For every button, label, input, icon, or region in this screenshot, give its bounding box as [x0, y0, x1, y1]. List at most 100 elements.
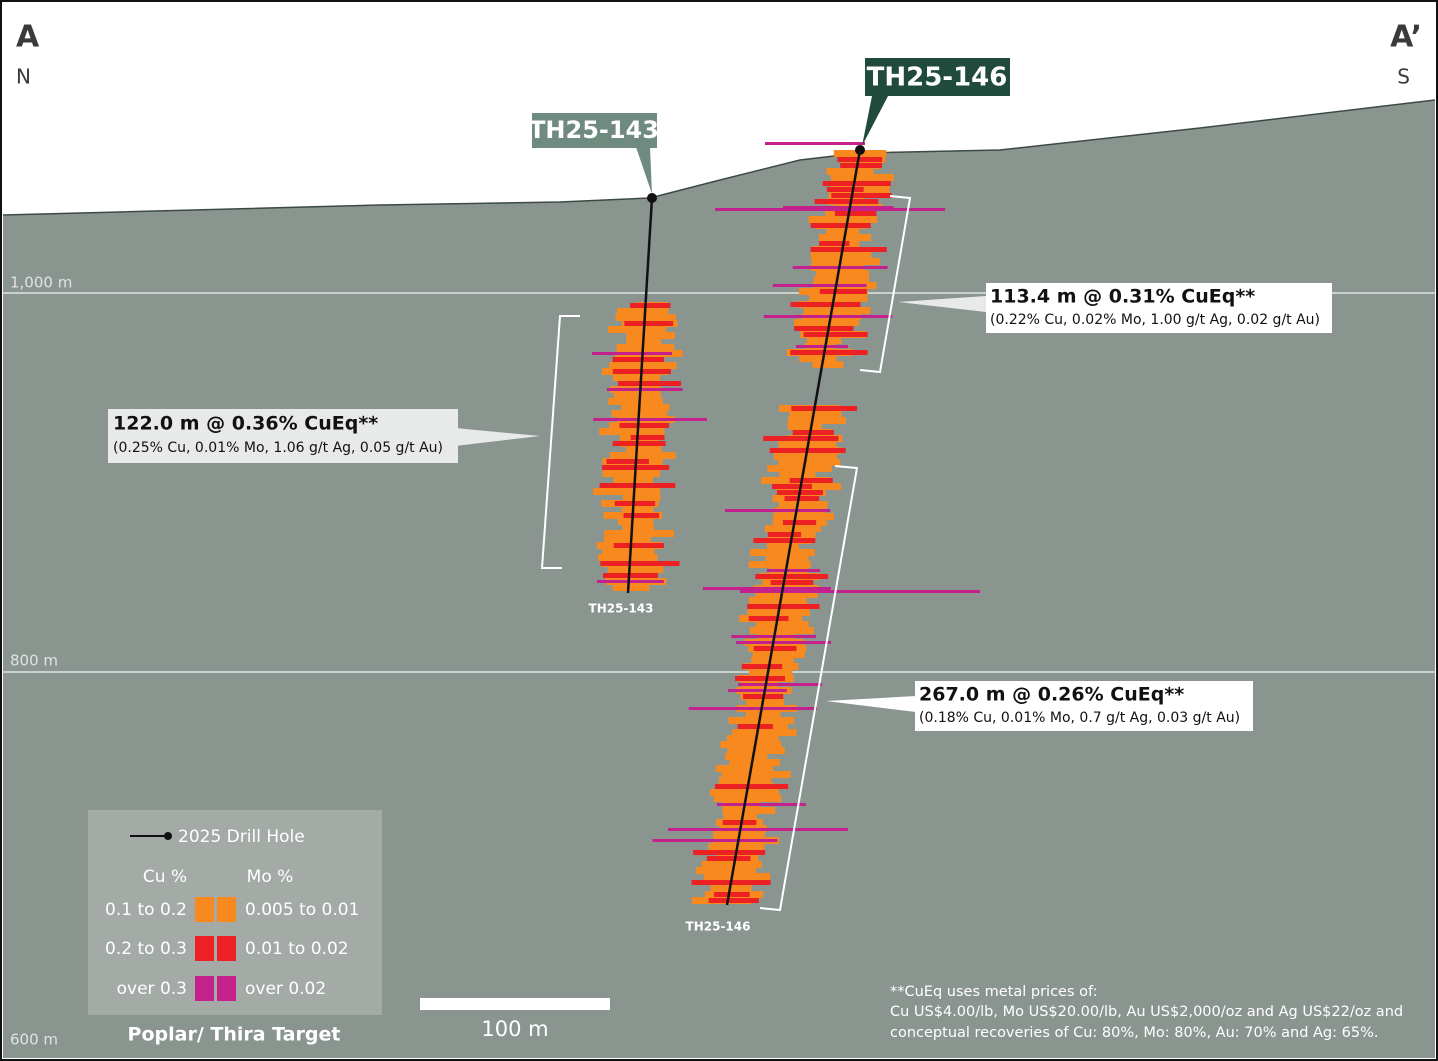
- assay-bar: [600, 561, 680, 566]
- assay-bar: [834, 211, 877, 216]
- legend-label: 0.01 to 0.02: [245, 939, 349, 959]
- assay-bar: [787, 423, 822, 430]
- assay-bar: [732, 729, 797, 736]
- assay-bar: [749, 669, 793, 676]
- assay-bar: [738, 683, 823, 686]
- assay-bar: [809, 295, 868, 302]
- assay-bar: [746, 699, 785, 706]
- assay-bar: [763, 315, 893, 318]
- assay-bar: [787, 417, 846, 424]
- legend-label: 0.2 to 0.3: [105, 939, 187, 959]
- section-start-direction: N: [16, 65, 31, 89]
- assay-bar: [591, 352, 673, 355]
- assay-bar: [716, 803, 806, 806]
- assay-bar: [813, 276, 870, 283]
- assay-bar: [702, 587, 832, 590]
- swatch: [195, 936, 214, 961]
- assay-bar: [735, 676, 785, 681]
- assay-bar: [715, 765, 774, 772]
- assay-bar: [604, 536, 651, 543]
- assay-bar: [604, 530, 674, 537]
- assay-bar: [612, 357, 665, 362]
- hole-label: TH25-146: [867, 63, 1008, 93]
- assay-bar: [766, 543, 799, 550]
- assay-bar: [736, 641, 832, 644]
- assay-bar: [765, 142, 865, 145]
- assay-bar: [623, 513, 660, 518]
- hole-label-box: [865, 58, 1010, 96]
- assay-bar: [803, 332, 868, 337]
- assay-bar: [622, 494, 661, 501]
- topography: [2, 99, 1436, 216]
- assay-bar: [770, 580, 814, 585]
- legend-label: over 0.3: [117, 979, 187, 999]
- legend-label: over 0.02: [245, 979, 326, 999]
- assay-bar: [806, 337, 842, 344]
- assay-bar: [714, 784, 789, 789]
- assay-bar: [722, 820, 757, 825]
- assay-bar: [753, 646, 797, 651]
- assay-bar: [614, 392, 662, 399]
- assay-bar: [784, 496, 820, 501]
- assay-bar: [713, 892, 750, 897]
- assay-bar: [810, 223, 871, 228]
- assay-bar: [622, 524, 655, 531]
- assay-bar: [722, 807, 776, 814]
- assay-bar: [810, 247, 887, 252]
- assay-bar: [652, 839, 778, 842]
- assay-bar: [630, 435, 665, 440]
- assay-bar: [772, 284, 867, 287]
- assay-bar: [720, 741, 782, 748]
- assay-bar: [749, 627, 814, 634]
- assay-bar: [808, 216, 878, 223]
- legend-header: Cu %: [143, 867, 187, 887]
- assay-bar: [613, 543, 664, 548]
- assay-bar: [706, 856, 751, 861]
- intercept-brackets: [540, 195, 912, 912]
- assay-bar: [826, 228, 860, 235]
- assay-bar: [708, 898, 759, 903]
- assay-bar: [599, 483, 676, 488]
- assay-bar: [745, 711, 781, 718]
- assay-bar: [721, 771, 791, 778]
- assay-bar: [789, 411, 842, 418]
- assay-bar: [606, 459, 649, 464]
- legend-swatches: [195, 897, 236, 1001]
- assay-bar: [826, 168, 874, 175]
- intercept-headline: 113.4 m @ 0.31% CuEq**: [990, 286, 1255, 308]
- assay-bar: [726, 735, 779, 742]
- assay-bar: [771, 484, 812, 489]
- assay-bar: [606, 388, 683, 391]
- assay-bar: [831, 193, 892, 198]
- assay-bar: [612, 441, 666, 446]
- assay-bar: [608, 398, 663, 405]
- legend-label: 0.1 to 0.2: [105, 900, 187, 920]
- assay-bar: [748, 616, 789, 621]
- collar: [855, 145, 865, 155]
- assay-bar: [593, 488, 661, 495]
- assay-bar: [727, 747, 785, 754]
- swatch: [195, 897, 214, 922]
- assay-bar: [819, 241, 850, 246]
- assay-bar: [626, 332, 675, 339]
- assay-bar: [766, 569, 820, 572]
- assay-bar: [713, 795, 782, 802]
- assay-bar: [794, 326, 854, 331]
- elevation-label: 1,000 m: [10, 274, 72, 292]
- elevation-label: 800 m: [10, 652, 58, 670]
- assay-bar: [791, 406, 858, 411]
- intercept-detail: (0.22% Cu, 0.02% Mo, 1.00 g/t Ag, 0.02 g…: [990, 312, 1320, 328]
- intercept-headline: 267.0 m @ 0.26% CuEq**: [919, 684, 1184, 706]
- assay-bar: [750, 549, 815, 556]
- bracket: [540, 315, 580, 569]
- scale-bar: [420, 998, 610, 1010]
- swatch: [195, 976, 214, 1001]
- assay-bar: [814, 199, 879, 204]
- assay-bar: [790, 350, 868, 355]
- assay-bar: [715, 208, 945, 211]
- assay-bar: [728, 717, 795, 724]
- assay-bar: [616, 308, 669, 315]
- legend-label: 2025 Drill Hole: [178, 827, 305, 847]
- section-end-direction: S: [1397, 65, 1410, 89]
- assay-bar: [792, 430, 834, 435]
